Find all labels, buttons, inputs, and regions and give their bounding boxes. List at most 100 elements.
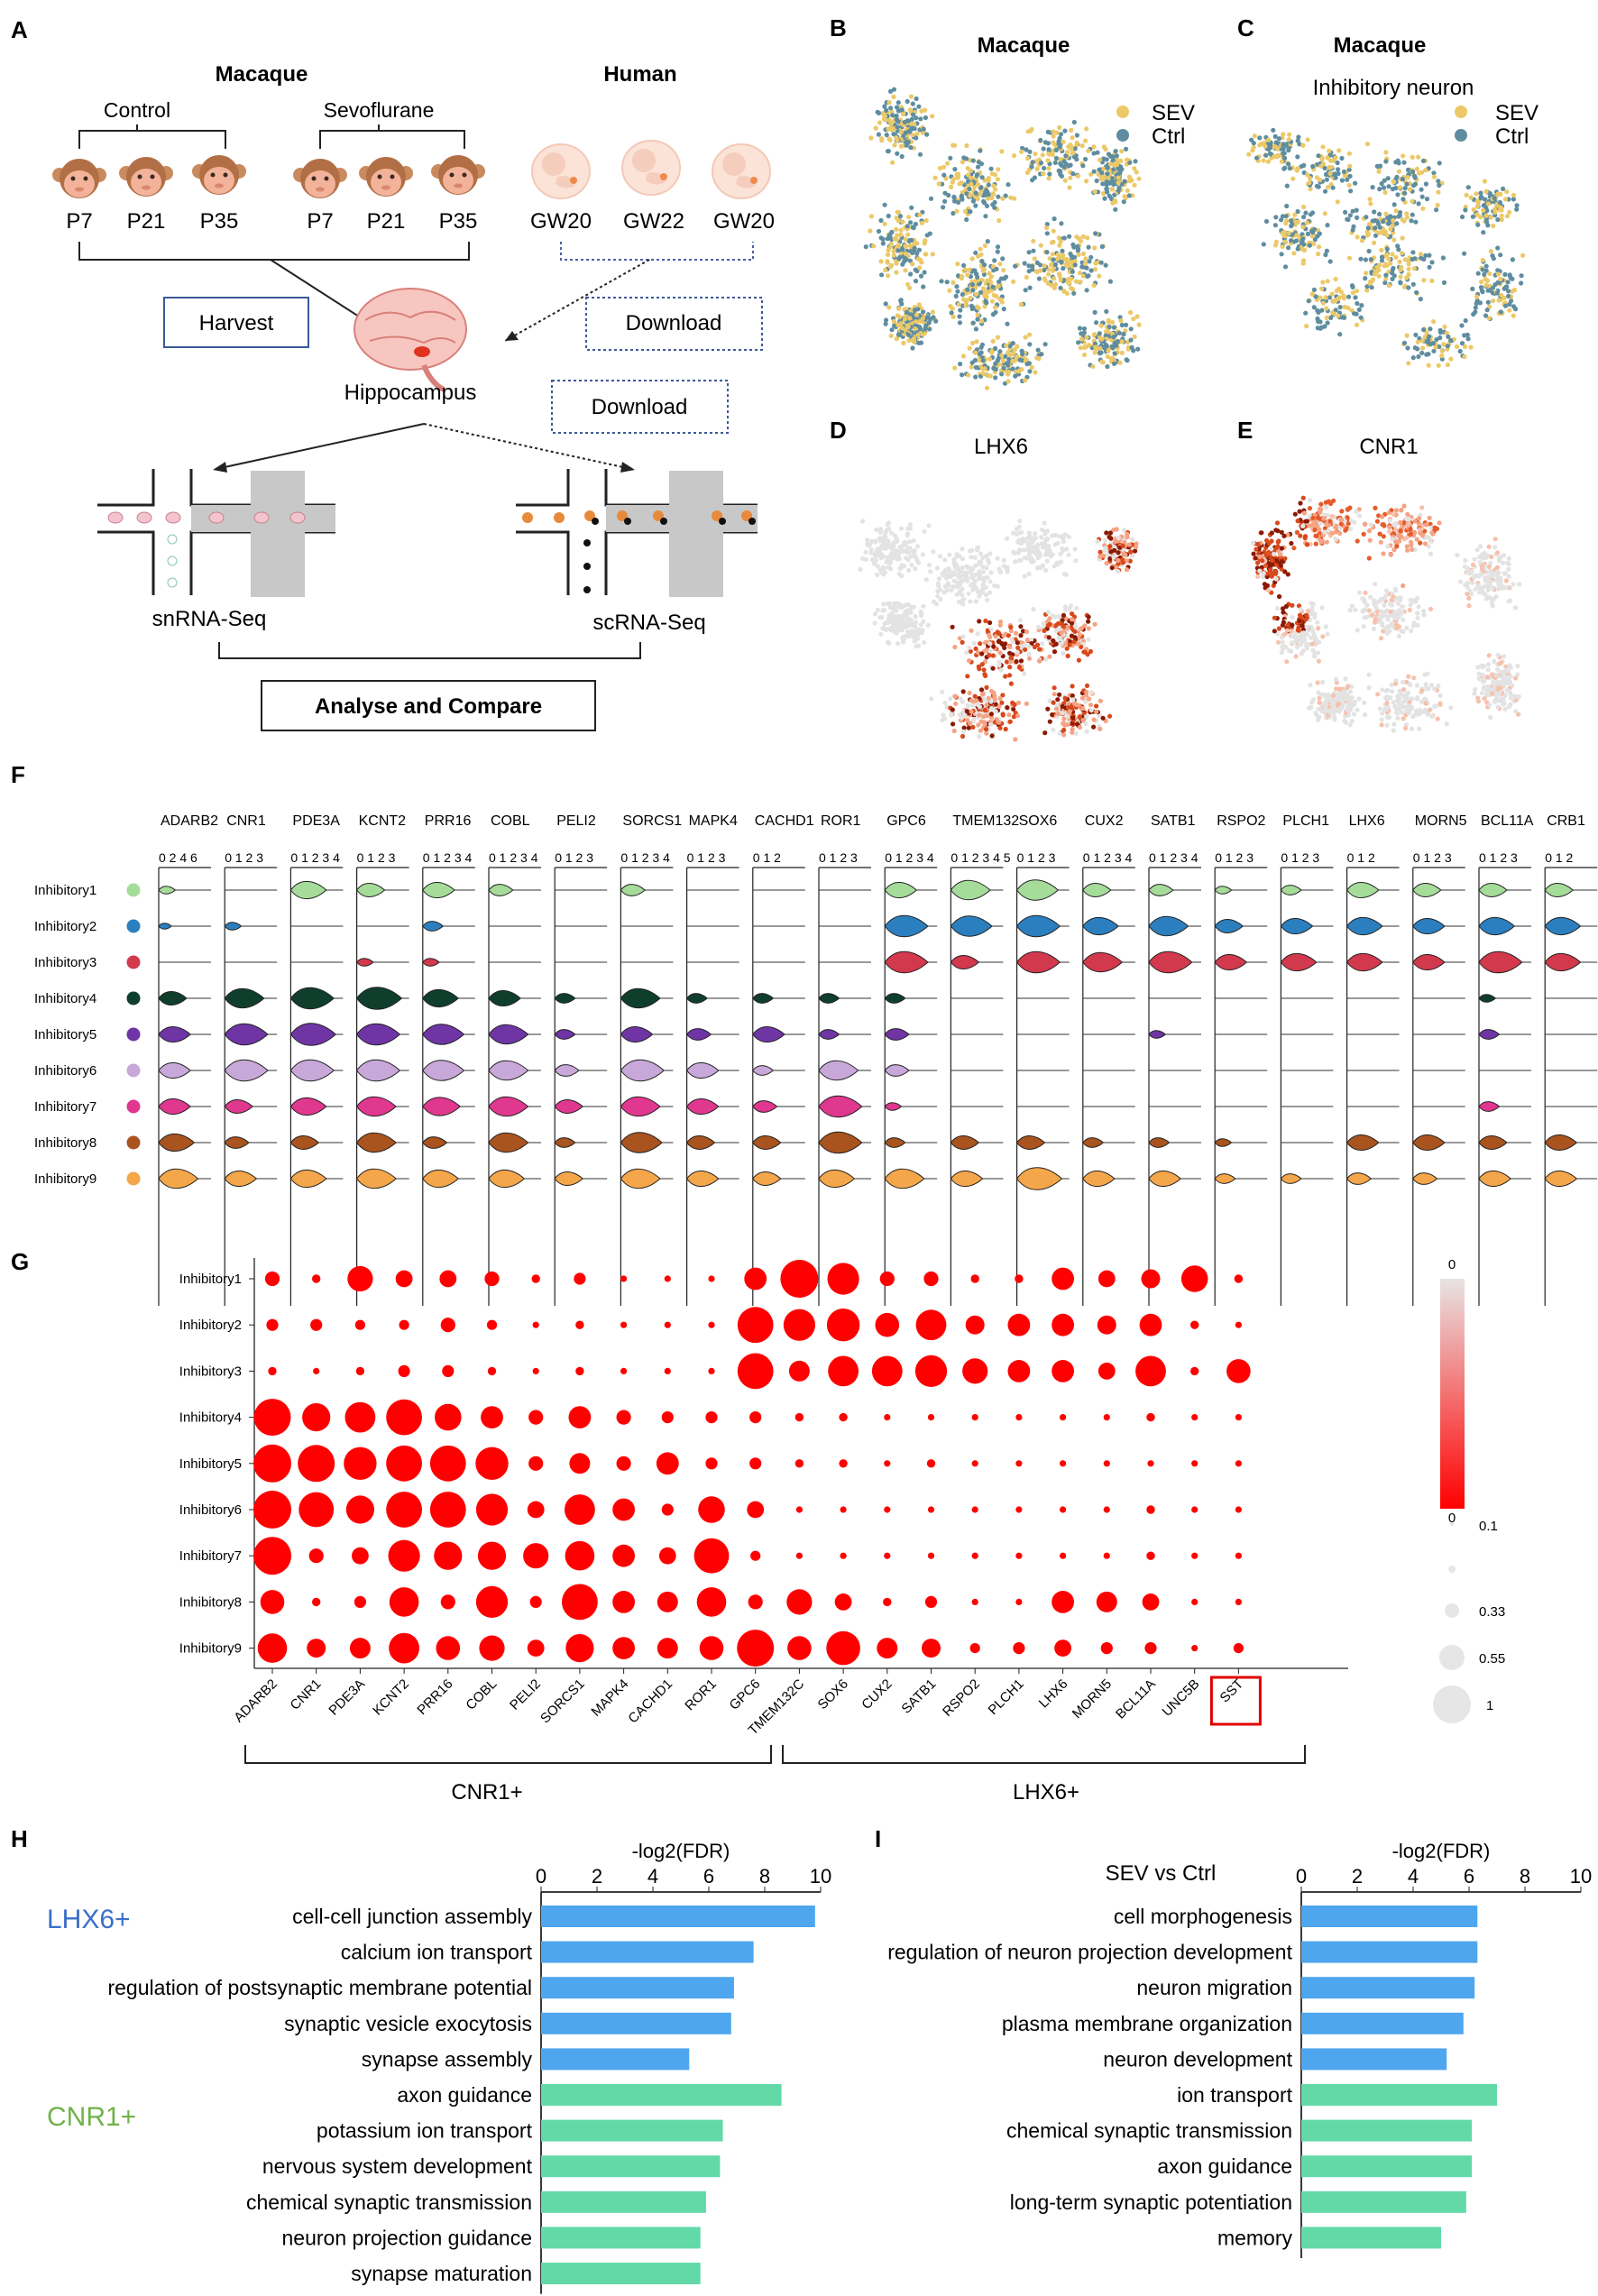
scatter-point (903, 268, 908, 273)
scatter-point (1006, 379, 1011, 384)
scatter-point (873, 557, 878, 563)
scatter-point (914, 555, 919, 561)
scatter-point (1355, 289, 1360, 294)
age-label: P35 (439, 209, 478, 234)
scrna-label: scRNA-Seq (592, 611, 705, 635)
scatter-point (1319, 605, 1325, 611)
scatter-point (1111, 335, 1116, 340)
scatter-point (1029, 364, 1034, 370)
scatter-point (1337, 526, 1343, 531)
scatter-point (1111, 325, 1116, 330)
scatter-point (1097, 351, 1103, 356)
scatter-point (926, 320, 932, 326)
scatter-point (1514, 203, 1520, 208)
scatter-point (1050, 533, 1055, 538)
scatter-point (1101, 166, 1107, 171)
scatter-point (1097, 331, 1102, 336)
scatter-point (1128, 326, 1134, 332)
scatter-point (1316, 153, 1321, 159)
scatter-point (1038, 243, 1043, 248)
scatter-point (982, 672, 987, 677)
scatter-point (1279, 252, 1284, 257)
scatter-point (1423, 701, 1428, 706)
scatter-point (1355, 628, 1360, 633)
scatter-point (1062, 608, 1068, 613)
scatter-point (951, 176, 957, 181)
scatter-point (928, 196, 934, 201)
scatter-point (917, 212, 923, 217)
scatter-point (1005, 536, 1010, 541)
scatter-point (1060, 711, 1065, 716)
scatter-point (1308, 212, 1313, 217)
scatter-point (882, 621, 887, 627)
scatter-point (886, 213, 891, 219)
scatter-point (1010, 366, 1015, 372)
scatter-point (970, 268, 976, 273)
scatter-point (978, 185, 983, 190)
scatter-point (899, 153, 905, 160)
scatter-point (980, 583, 986, 588)
scatter-point (1088, 707, 1094, 713)
scatter-point (885, 252, 891, 257)
scatter-point (1001, 633, 1006, 638)
scatter-point (912, 548, 917, 554)
scatter-point (1284, 659, 1290, 665)
scatter-point (1110, 345, 1116, 351)
scatter-point (891, 94, 896, 99)
scatter-point (1268, 567, 1273, 573)
scatter-point (1409, 218, 1414, 224)
scatter-point (1023, 288, 1028, 293)
scatter-point (1320, 144, 1326, 150)
scatter-point (1018, 658, 1024, 664)
scatter-point (1483, 313, 1489, 318)
scatter-point (1001, 307, 1006, 312)
scatter-point (1414, 683, 1419, 688)
scatter-point (1129, 344, 1134, 350)
scatter-point (883, 321, 888, 326)
scatter-point (1249, 137, 1254, 142)
scatter-point (880, 241, 886, 246)
scatter-point (1088, 171, 1094, 177)
scatter-point (1116, 170, 1122, 177)
scatter-point (1492, 545, 1498, 550)
scatter-point (1011, 153, 1017, 159)
scatter-point (960, 556, 965, 562)
scatter-point (886, 565, 891, 570)
panel-c-subtitle: Inhibitory neuron (1313, 76, 1474, 100)
scatter-point (977, 704, 983, 710)
scatter-point (1084, 729, 1089, 734)
scatter-point (1070, 730, 1075, 735)
scatter-point (1448, 338, 1454, 344)
scatter-point (1369, 285, 1374, 290)
scatter-point (914, 644, 919, 649)
scatter-point (1047, 621, 1052, 627)
scatter-point (899, 574, 905, 579)
scatter-point (1057, 135, 1062, 141)
scatter-point (1069, 276, 1074, 281)
scatter-point (1303, 643, 1309, 648)
scatter-point (887, 560, 893, 565)
scatter-point (1412, 181, 1419, 187)
scatter-point (1016, 524, 1022, 529)
scatter-point (1303, 210, 1309, 216)
scatter-point (980, 555, 986, 561)
scatter-point (1365, 225, 1371, 231)
scatter-point (979, 692, 985, 697)
scatter-point (1486, 583, 1492, 589)
scatter-point (1333, 175, 1338, 180)
scatter-point (1119, 149, 1125, 154)
scatter-point (910, 262, 915, 267)
scatter-point (1364, 215, 1369, 220)
scatter-point (1088, 268, 1094, 273)
scatter-point (1012, 196, 1017, 201)
scatter-point (886, 273, 891, 279)
scatter-point (1051, 638, 1056, 644)
scatter-point (1426, 686, 1431, 692)
scatter-point (1060, 618, 1065, 623)
scatter-point (1386, 256, 1391, 262)
scatter-point (1351, 712, 1357, 717)
scatter-point (1084, 288, 1089, 293)
scatter-point (1342, 304, 1347, 309)
scatter-point (1393, 508, 1400, 513)
scatter-point (1302, 637, 1308, 642)
